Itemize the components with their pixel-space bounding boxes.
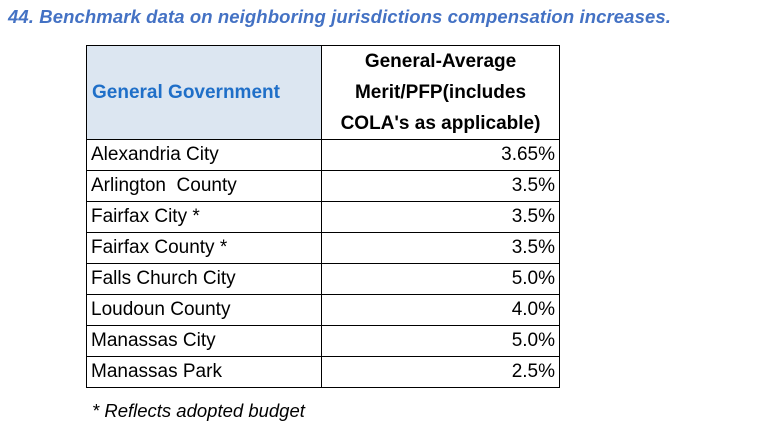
- table-row: Alexandria City 3.65%: [86, 139, 560, 171]
- header-line: COLA's as applicable): [340, 113, 541, 134]
- jurisdiction-cell: Fairfax County *: [86, 232, 322, 264]
- rate-cell: 3.65%: [321, 139, 560, 171]
- column-header-average-increase: General-Average Merit/PFP(includes COLA'…: [321, 45, 560, 140]
- table-row: Manassas Park 2.5%: [86, 356, 560, 388]
- table-row: Fairfax County * 3.5%: [86, 232, 560, 264]
- rate-cell: 2.5%: [321, 356, 560, 388]
- column-header-general-government: General Government: [86, 45, 322, 140]
- table-row: Arlington County 3.5%: [86, 170, 560, 202]
- jurisdiction-cell: Arlington County: [86, 170, 322, 202]
- rate-cell: 3.5%: [321, 232, 560, 264]
- table-row: Fairfax City * 3.5%: [86, 201, 560, 233]
- jurisdiction-cell: Manassas Park: [86, 356, 322, 388]
- footnote: * Reflects adopted budget: [92, 400, 305, 421]
- jurisdiction-cell: Loudoun County: [86, 294, 322, 326]
- jurisdiction-cell: Manassas City: [86, 325, 322, 357]
- rate-cell: 5.0%: [321, 325, 560, 357]
- jurisdiction-cell: Alexandria City: [86, 139, 322, 171]
- jurisdiction-cell: Fairfax City *: [86, 201, 322, 233]
- table-row: Manassas City 5.0%: [86, 325, 560, 357]
- header-line: Merit/PFP(includes: [354, 82, 527, 103]
- rate-cell: 3.5%: [321, 201, 560, 233]
- table-header-row: General Government General-Average Merit…: [86, 45, 560, 140]
- table-row: Loudoun County 4.0%: [86, 294, 560, 326]
- rate-cell: 4.0%: [321, 294, 560, 326]
- table-row: Falls Church City 5.0%: [86, 263, 560, 295]
- rate-cell: 3.5%: [321, 170, 560, 202]
- rate-cell: 5.0%: [321, 263, 560, 295]
- jurisdiction-cell: Falls Church City: [86, 263, 322, 295]
- benchmark-table: General Government General-Average Merit…: [86, 45, 560, 388]
- header-line: General-Average: [364, 51, 517, 72]
- section-heading: 44. Benchmark data on neighboring jurisd…: [8, 6, 671, 27]
